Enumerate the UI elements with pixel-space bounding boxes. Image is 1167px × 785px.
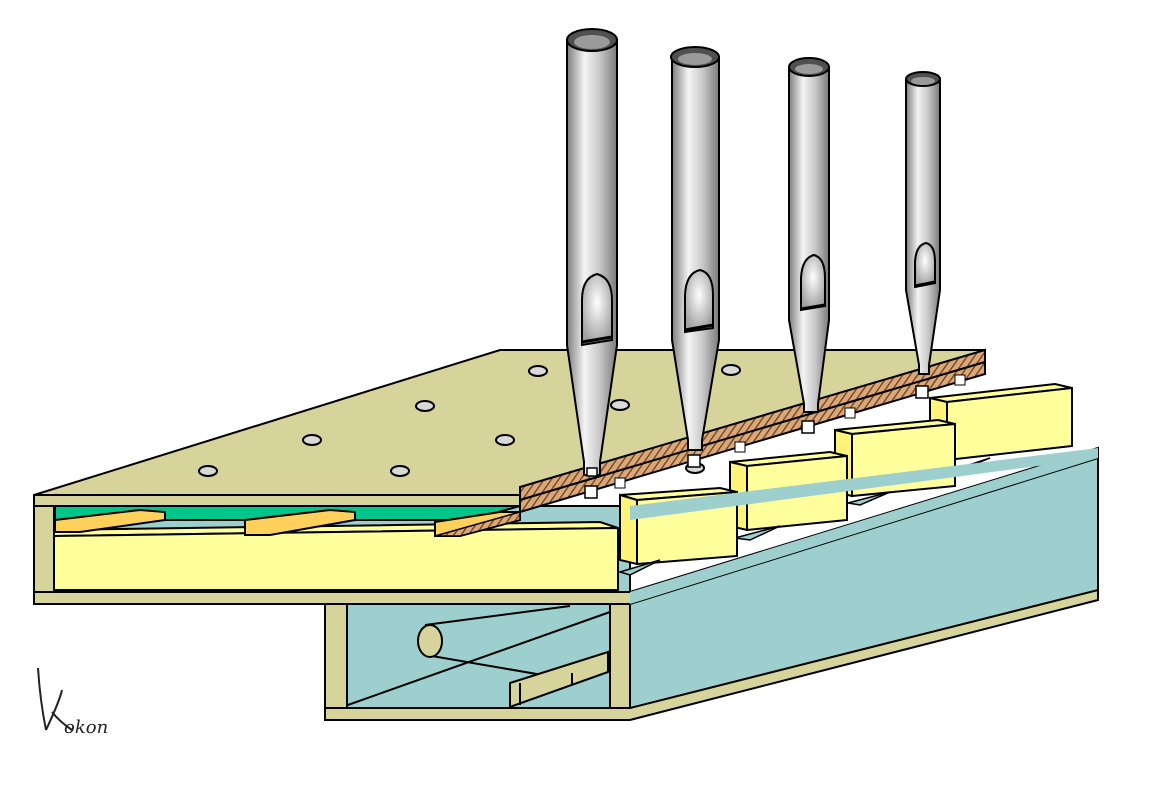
hole xyxy=(528,365,548,377)
pallet-2 xyxy=(244,508,356,536)
pallet-1 xyxy=(54,508,166,533)
hole xyxy=(415,400,435,412)
front-long-key xyxy=(53,520,619,591)
top-board-edge xyxy=(33,494,521,507)
organ-pipe-3 xyxy=(788,57,830,413)
artist-signature: okon xyxy=(37,667,108,738)
organ-pipe-1 xyxy=(566,28,618,477)
slider-4 xyxy=(929,382,1073,472)
upper-chamber-side xyxy=(630,448,1098,604)
hatched-slider-rail xyxy=(434,348,986,537)
hole xyxy=(495,434,515,446)
hole xyxy=(198,465,218,477)
hole xyxy=(721,364,741,376)
hole xyxy=(390,465,410,477)
lower-box-inner-post xyxy=(609,599,631,709)
roller-mechanism xyxy=(417,605,609,709)
upper-chamber-right-face xyxy=(630,448,1098,520)
hole xyxy=(302,434,322,446)
organ-pipe-4 xyxy=(905,71,941,375)
lower-box-left-post xyxy=(324,599,348,709)
top-board xyxy=(33,349,1098,520)
upper-chamber-left-post xyxy=(33,505,55,593)
organ-pipes xyxy=(566,28,941,477)
signature-text: okon xyxy=(64,717,108,738)
slider-3 xyxy=(834,418,956,506)
hole xyxy=(610,399,630,411)
organ-pipe-2 xyxy=(670,46,720,451)
